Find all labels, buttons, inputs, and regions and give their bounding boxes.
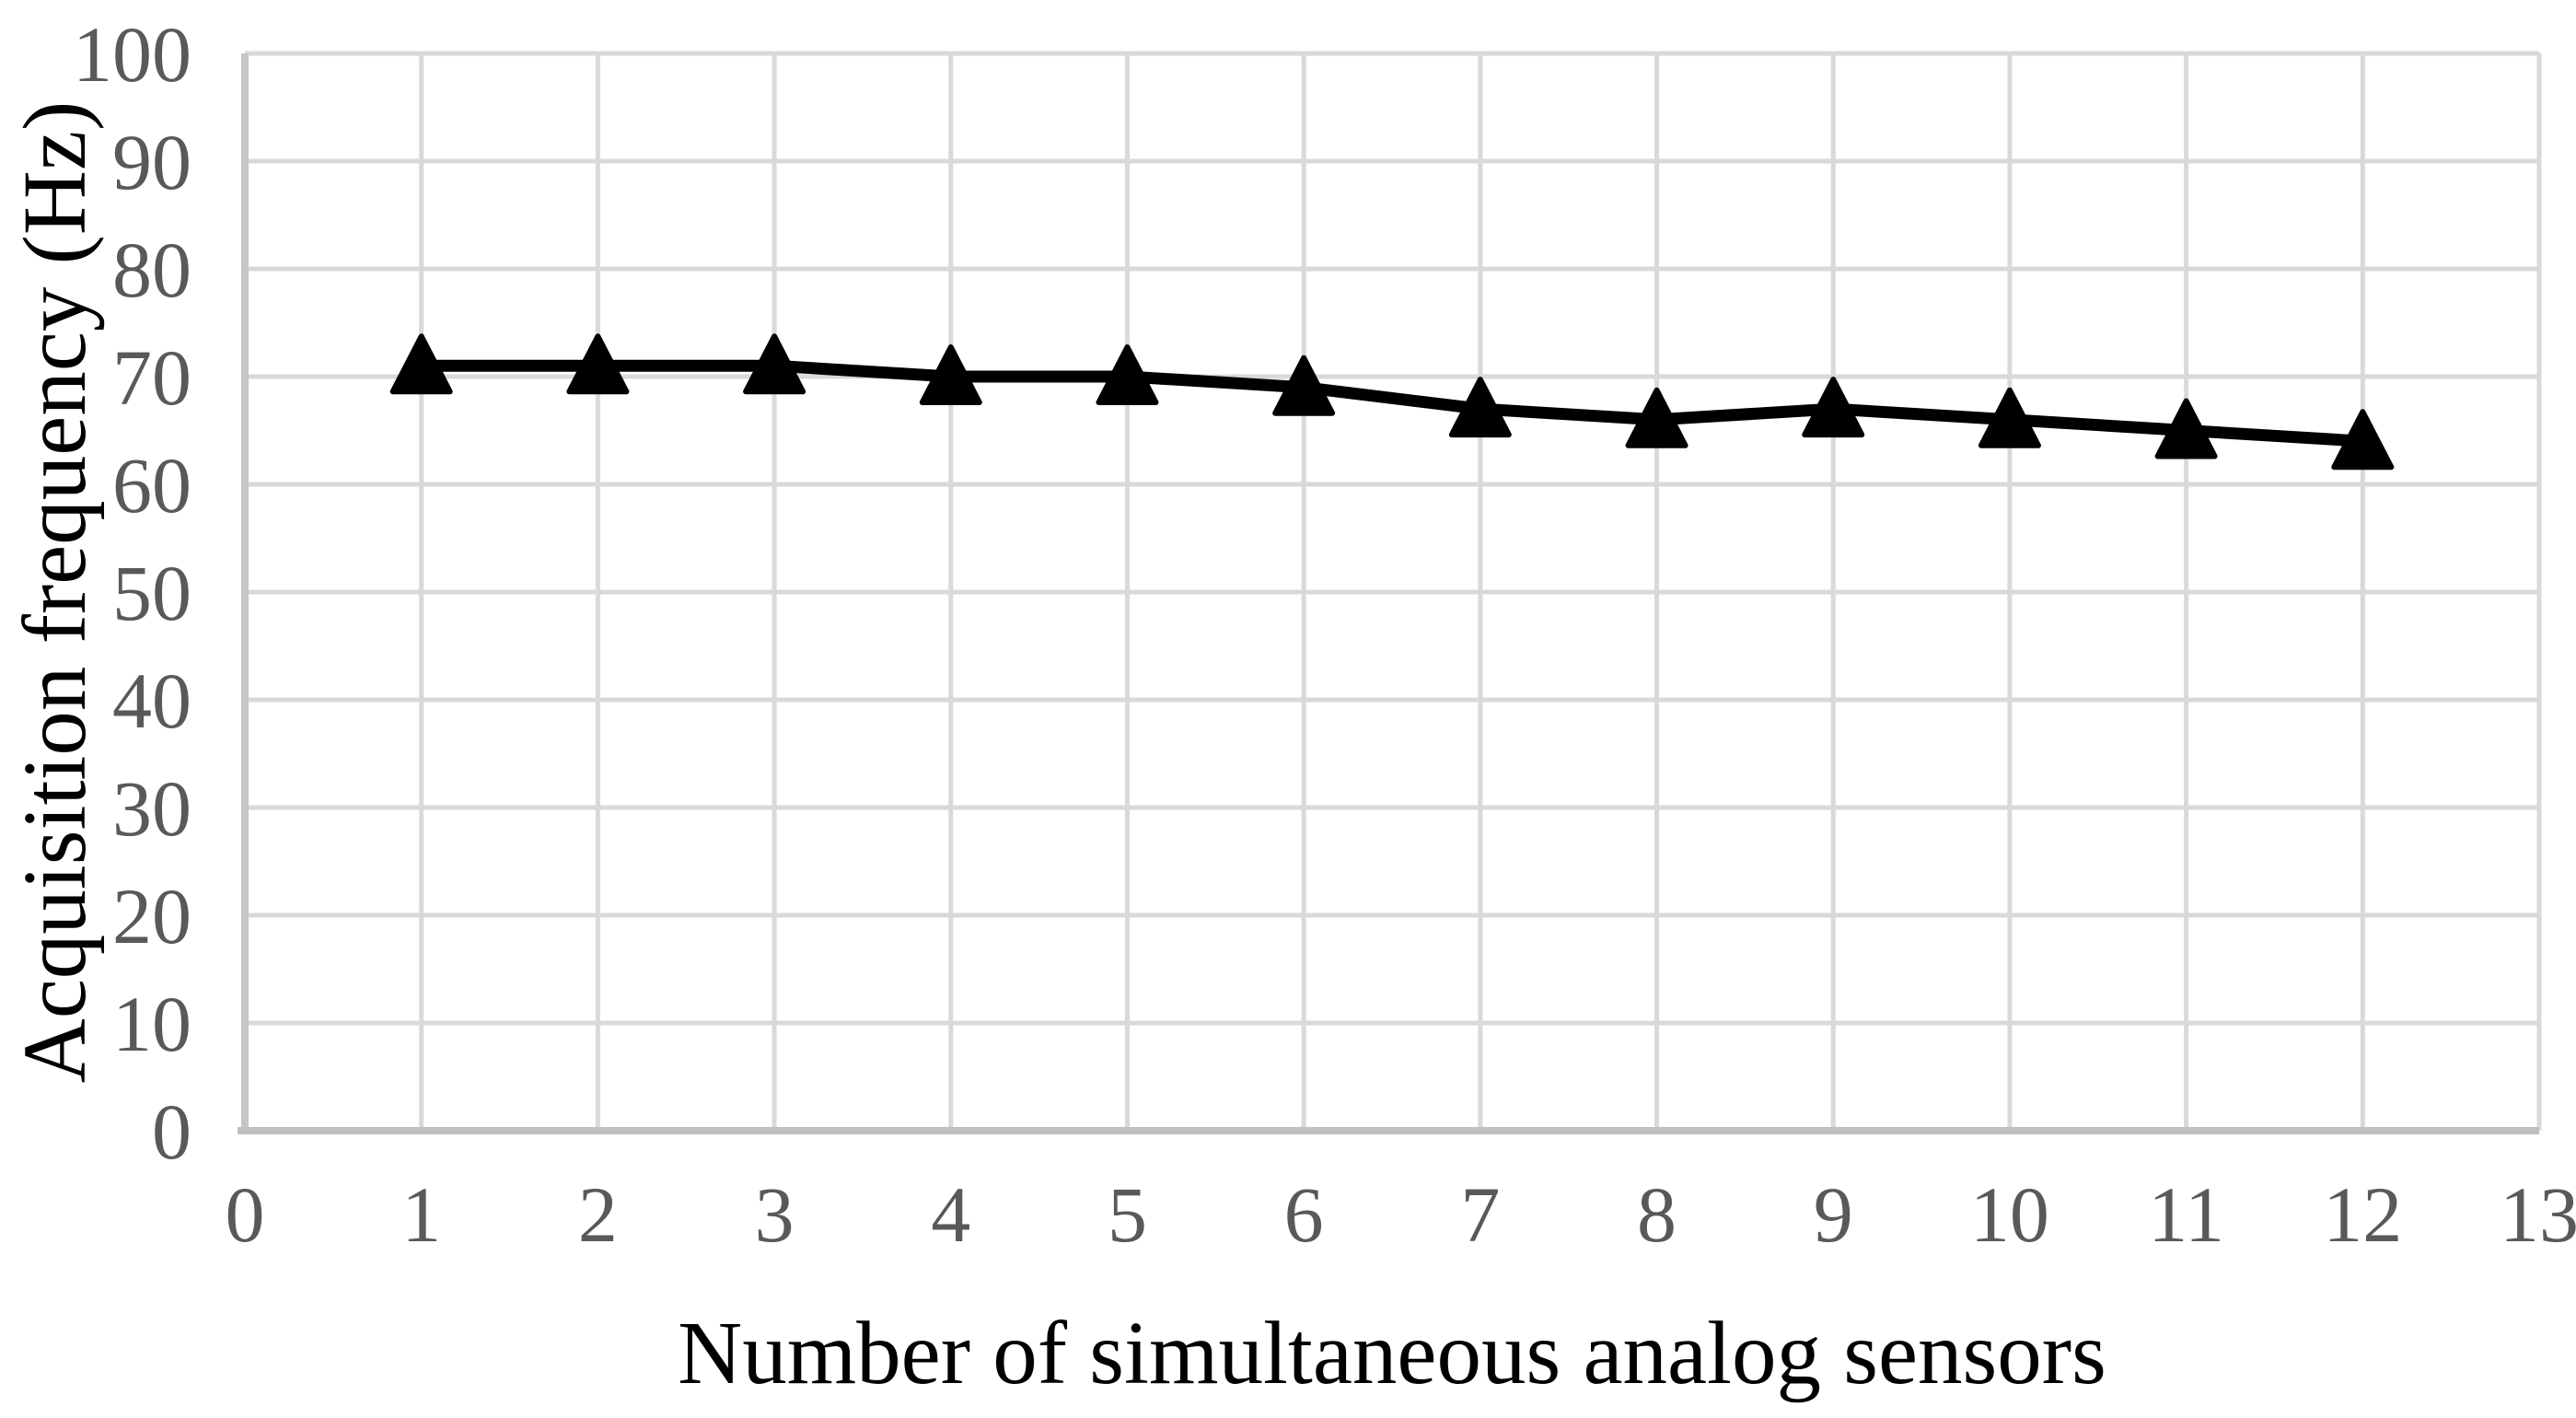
x-axis-title: Number of simultaneous analog sensors [678, 1304, 2106, 1402]
y-tick-label: 50 [112, 549, 191, 637]
y-tick-label: 100 [73, 10, 191, 99]
y-tick-label: 10 [112, 980, 191, 1068]
x-tick-label: 0 [226, 1170, 265, 1259]
data-series-group [389, 333, 2395, 471]
y-tick-label: 40 [112, 657, 191, 745]
x-tick-label: 11 [2148, 1170, 2224, 1259]
axes-group [238, 53, 2539, 1134]
y-tick-label: 30 [112, 764, 191, 853]
y-tick-label: 90 [112, 118, 191, 206]
y-tick-label: 20 [112, 872, 191, 960]
data-point-marker [1096, 344, 1159, 405]
data-point-marker [1625, 387, 1688, 448]
series-line [415, 359, 2369, 447]
x-tick-label: 9 [1814, 1170, 1853, 1259]
data-point-marker [1978, 387, 2041, 448]
y-tick-label: 80 [112, 226, 191, 314]
data-point-marker [2331, 409, 2395, 471]
y-tick-label: 0 [152, 1087, 191, 1176]
x-tick-label: 5 [1108, 1170, 1147, 1259]
data-point-marker [2154, 398, 2218, 459]
x-tick-label: 1 [401, 1170, 441, 1259]
data-point-marker [743, 333, 806, 395]
x-tick-label: 3 [755, 1170, 795, 1259]
y-axis-title: Acquisition frequency (Hz) [6, 101, 104, 1084]
data-point-marker [919, 344, 982, 405]
data-point-marker [566, 333, 630, 395]
x-tick-label: 13 [2500, 1170, 2576, 1259]
x-tick-label: 12 [2323, 1170, 2402, 1259]
data-point-marker [1802, 377, 1865, 438]
x-tick-label: 2 [578, 1170, 618, 1259]
data-point-marker [1272, 354, 1336, 416]
gridlines-group [245, 51, 2542, 1131]
y-tick-label: 70 [112, 333, 191, 422]
data-point-marker [1448, 377, 1512, 438]
y-tick-label: 60 [112, 441, 191, 529]
x-tick-label: 6 [1284, 1170, 1324, 1259]
x-tick-label: 7 [1460, 1170, 1500, 1259]
x-tick-label: 8 [1637, 1170, 1677, 1259]
data-point-marker [389, 333, 453, 395]
x-tick-label: 10 [1970, 1170, 2049, 1259]
x-tick-label: 4 [931, 1170, 970, 1259]
